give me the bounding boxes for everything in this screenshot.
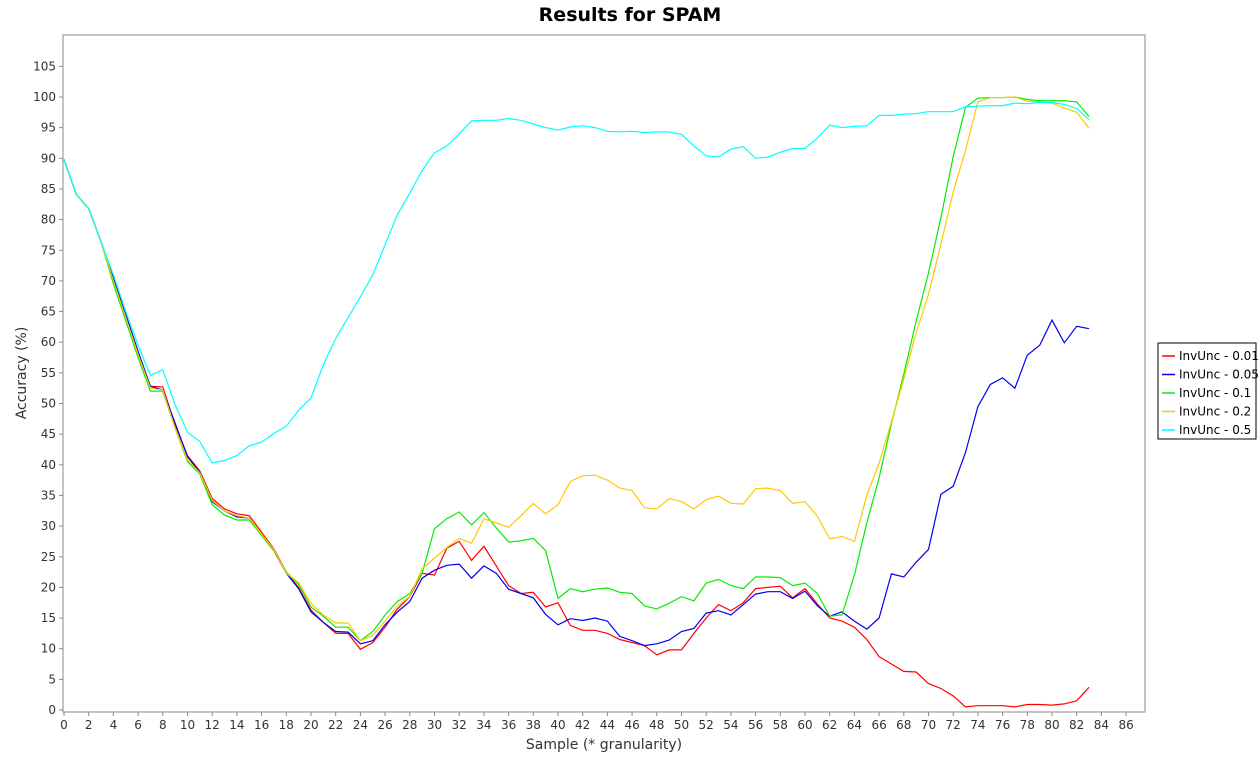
series-line-4 — [63, 96, 1090, 642]
x-tick-label: 40 — [550, 718, 565, 732]
y-tick-label: 10 — [41, 642, 56, 656]
x-tick-label: 78 — [1020, 718, 1035, 732]
x-tick-label: 72 — [946, 718, 961, 732]
y-axis: 0 5 10 15 20 25 30 35 40 45 50 55 60 65 70 75 80 85 90 95 10… — [33, 59, 63, 717]
x-tick-label: 52 — [699, 718, 714, 732]
y-tick-label: 20 — [41, 580, 56, 594]
y-axis-label: Accuracy (%) — [14, 327, 30, 420]
x-tick-label: 86 — [1118, 718, 1133, 732]
y-tick-label: 55 — [41, 366, 56, 380]
x-axis-label: Sample (* granularity) — [526, 737, 682, 753]
x-tick-label: 74 — [970, 718, 985, 732]
chart-title: Results for SPAM — [539, 4, 722, 26]
x-tick-label: 6 — [134, 718, 142, 732]
x-tick-label: 32 — [452, 718, 467, 732]
y-tick-label: 60 — [41, 335, 56, 349]
x-tick-label: 36 — [501, 718, 516, 732]
y-tick-label: 35 — [41, 488, 56, 502]
x-tick-label: 54 — [723, 718, 738, 732]
x-tick-label: 68 — [896, 718, 911, 732]
y-tick-label: 0 — [48, 703, 56, 717]
legend-box — [1157, 342, 1257, 440]
y-tick-label: 90 — [41, 151, 56, 165]
y-tick-label: 25 — [41, 550, 56, 564]
x-tick-label: 56 — [748, 718, 763, 732]
legend-label: InvUnc - 0.05 — [1179, 368, 1259, 382]
y-tick-label: 40 — [41, 458, 56, 472]
legend: InvUnc - 0.01 InvUnc - 0.05 InvUnc - 0.1 In… — [1157, 342, 1259, 440]
y-tick-label: 80 — [41, 213, 56, 227]
x-tick-label: 46 — [624, 718, 639, 732]
x-tick-label: 64 — [847, 718, 862, 732]
x-tick-label: 42 — [575, 718, 590, 732]
x-tick-label: 84 — [1094, 718, 1109, 732]
y-tick-label: 50 — [41, 397, 56, 411]
x-tick-label: 26 — [377, 718, 392, 732]
y-tick-label: 105 — [33, 59, 56, 73]
series-line-1 — [63, 159, 1090, 708]
series-lines — [63, 96, 1090, 708]
x-tick-label: 66 — [871, 718, 886, 732]
x-tick-label: 80 — [1044, 718, 1059, 732]
legend-label: InvUnc - 0.5 — [1179, 423, 1251, 437]
y-tick-label: 30 — [41, 519, 56, 533]
y-tick-label: 65 — [41, 305, 56, 319]
x-tick-label: 12 — [205, 718, 220, 732]
x-tick-label: 82 — [1069, 718, 1084, 732]
x-tick-label: 4 — [110, 718, 118, 732]
x-tick-label: 10 — [180, 718, 195, 732]
y-tick-label: 5 — [48, 672, 56, 686]
x-tick-label: 18 — [279, 718, 294, 732]
x-tick-label: 8 — [159, 718, 167, 732]
y-tick-label: 100 — [33, 90, 56, 104]
x-tick-label: 76 — [995, 718, 1010, 732]
plot-area — [62, 34, 1146, 713]
y-tick-label: 15 — [41, 611, 56, 625]
series-line-2 — [63, 159, 1090, 647]
x-tick-label: 50 — [674, 718, 689, 732]
series-line-3 — [63, 96, 1090, 642]
y-tick-label: 45 — [41, 427, 56, 441]
legend-label: InvUnc - 0.1 — [1179, 386, 1251, 400]
x-axis: 0 2 4 6 8 10 12 14 16 18 20 22 24 26 28 30 32 34 36 38 40 42 4… — [60, 712, 1134, 732]
x-tick-label: 28 — [402, 718, 417, 732]
x-tick-label: 24 — [353, 718, 368, 732]
legend-label: InvUnc - 0.2 — [1179, 405, 1251, 419]
x-tick-label: 44 — [600, 718, 615, 732]
x-tick-label: 62 — [822, 718, 837, 732]
series-line-5 — [63, 101, 1090, 464]
x-tick-label: 34 — [476, 718, 491, 732]
y-tick-label: 95 — [41, 121, 56, 135]
x-tick-label: 2 — [85, 718, 93, 732]
x-tick-label: 60 — [797, 718, 812, 732]
x-tick-label: 30 — [427, 718, 442, 732]
x-tick-label: 0 — [60, 718, 68, 732]
x-tick-label: 48 — [649, 718, 664, 732]
y-tick-label: 75 — [41, 243, 56, 257]
y-tick-label: 70 — [41, 274, 56, 288]
y-tick-label: 85 — [41, 182, 56, 196]
x-tick-label: 22 — [328, 718, 343, 732]
x-tick-label: 38 — [526, 718, 541, 732]
x-tick-label: 58 — [773, 718, 788, 732]
legend-label: InvUnc - 0.01 — [1179, 349, 1259, 363]
x-tick-label: 16 — [254, 718, 269, 732]
x-tick-label: 70 — [921, 718, 936, 732]
x-tick-label: 14 — [229, 718, 244, 732]
x-tick-label: 20 — [303, 718, 318, 732]
